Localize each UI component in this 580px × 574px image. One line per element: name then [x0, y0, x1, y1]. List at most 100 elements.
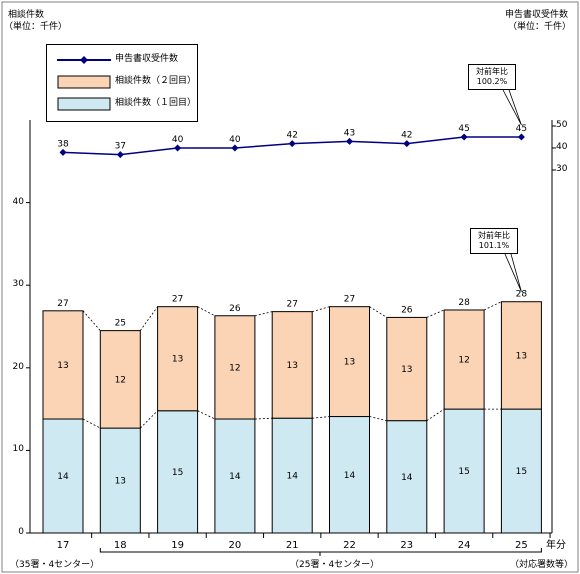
bar-segment-second — [329, 306, 370, 418]
x-tick-label: 24 — [457, 540, 471, 551]
bar-total-label: 28 — [516, 290, 528, 300]
bar-segment-first — [214, 418, 256, 534]
legend-bar-bottom-label: 相談件数（１回目） — [115, 98, 197, 108]
bar-segment-first — [329, 416, 370, 534]
x-tick-label: 23 — [400, 540, 414, 551]
line-value-label: 42 — [401, 131, 412, 141]
line-series — [59, 133, 525, 159]
left-axis-title: 相談件数 — [8, 10, 45, 20]
bar-mid-connector — [140, 410, 158, 429]
x-axis-unit: 年分 — [546, 540, 566, 551]
bar-second-value-label: 13 — [286, 361, 297, 371]
bar-first-value-label: 14 — [344, 471, 356, 481]
bar-second-value-label: 13 — [172, 355, 183, 365]
line-value-label: 45 — [516, 124, 527, 134]
bar-mid-connector — [426, 408, 445, 421]
bar-segment-second — [443, 309, 485, 410]
bar-mid-connector — [369, 416, 387, 422]
bar-mid-connector — [82, 418, 101, 429]
bar-top-connector — [312, 306, 330, 313]
legend-bar-bottom-swatch — [57, 96, 111, 111]
footnote-right: （対応署数等） — [510, 560, 574, 570]
bar-top-connector — [483, 301, 502, 311]
bar-second-value-label: 12 — [229, 363, 240, 373]
bar-second-value-label: 13 — [516, 351, 527, 361]
x-tick-label: 21 — [285, 540, 299, 551]
line-point — [116, 151, 124, 159]
bar-second-value-label: 13 — [401, 365, 412, 375]
bar-segment-second — [214, 315, 256, 420]
left-y-tick-label: 40 — [12, 196, 24, 207]
bar-top-connector — [197, 306, 216, 317]
bar-segment-second — [500, 301, 542, 410]
bar-top-connector — [139, 306, 158, 331]
bar-first-value-label: 14 — [401, 473, 413, 483]
bar-first-value-label: 14 — [286, 472, 298, 482]
bar-second-value-label: 13 — [57, 361, 68, 371]
bar-segment-first — [42, 418, 84, 534]
line-point — [288, 140, 296, 148]
bar-yoy-callout-title: 対前年比 — [478, 231, 510, 240]
bar-first-value-label: 15 — [458, 467, 469, 477]
line-point — [231, 144, 239, 152]
x-tick-label: 25 — [515, 540, 528, 551]
line-value-label: 40 — [229, 135, 241, 145]
bar-yoy-callout-value: 101.1% — [478, 241, 510, 250]
bar-first-value-label: 14 — [229, 472, 241, 482]
footnote-middle: （25署・4センター） — [290, 560, 380, 570]
bar-bottom-swatch-icon — [57, 97, 111, 111]
bar-segment-first — [157, 410, 199, 534]
bar-segment-first — [99, 427, 141, 534]
bar-segment-first — [443, 408, 485, 534]
legend-bar-top-label: 相談件数（２回目） — [115, 76, 197, 86]
bar-mid-connector — [197, 410, 216, 420]
legend-line-marker — [57, 52, 111, 66]
year-bracket — [99, 548, 542, 553]
line-value-label: 40 — [172, 135, 184, 145]
line-value-label: 45 — [458, 124, 469, 134]
bar-total-label: 27 — [57, 299, 68, 309]
bar-total-label: 27 — [344, 295, 355, 305]
right-axis-unit: （単位：千件） — [508, 22, 572, 32]
bar-top-connector — [82, 310, 101, 331]
bar-second-value-label: 13 — [344, 358, 355, 368]
bar-total-label: 28 — [458, 298, 470, 308]
left-y-tick-label: 0 — [18, 527, 24, 537]
bar-top-connector — [426, 309, 445, 318]
line-value-label: 42 — [286, 131, 297, 141]
bar-total-label: 26 — [401, 305, 413, 315]
legend-line-label: 申告書収受件数 — [115, 54, 179, 64]
x-tick-label: 19 — [171, 540, 184, 551]
bar-mid-connector — [312, 416, 330, 419]
footnote-left: （35署・4センター） — [10, 560, 100, 570]
line-value-label: 37 — [115, 142, 126, 152]
bar-total-label: 27 — [172, 295, 183, 305]
bar-total-label: 26 — [229, 304, 241, 314]
bar-segment-first — [386, 420, 428, 534]
line-value-label: 43 — [344, 128, 355, 138]
bar-top-connector — [369, 306, 388, 318]
bar-first-value-label: 13 — [115, 477, 126, 487]
bar-callout-pointer — [504, 253, 522, 292]
bar-total-label: 27 — [286, 300, 297, 310]
bar-yoy-callout: 対前年比 101.1% — [470, 228, 518, 254]
bar-segment-second — [386, 316, 428, 422]
bar-first-value-label: 14 — [57, 472, 69, 482]
bar-segment-second — [42, 310, 84, 420]
bar-total-label: 25 — [115, 319, 126, 329]
bar-segment-second — [99, 330, 141, 429]
line-point — [174, 144, 182, 152]
legend-bar-top-swatch — [57, 74, 111, 89]
bar-first-value-label: 15 — [516, 467, 527, 477]
right-y-tick-label: 40 — [556, 142, 568, 152]
left-y-tick-label: 20 — [12, 361, 24, 372]
left-axis-unit: （単位：千件） — [4, 22, 68, 32]
bar-segment-second — [271, 311, 313, 419]
bar-series — [42, 301, 542, 534]
bar-top-connector — [254, 311, 273, 317]
x-tick-label: 22 — [343, 540, 356, 551]
bar-top-swatch-icon — [57, 75, 111, 89]
legend: 申告書収受件数 相談件数（２回目） 相談件数（１回目） — [46, 44, 198, 122]
